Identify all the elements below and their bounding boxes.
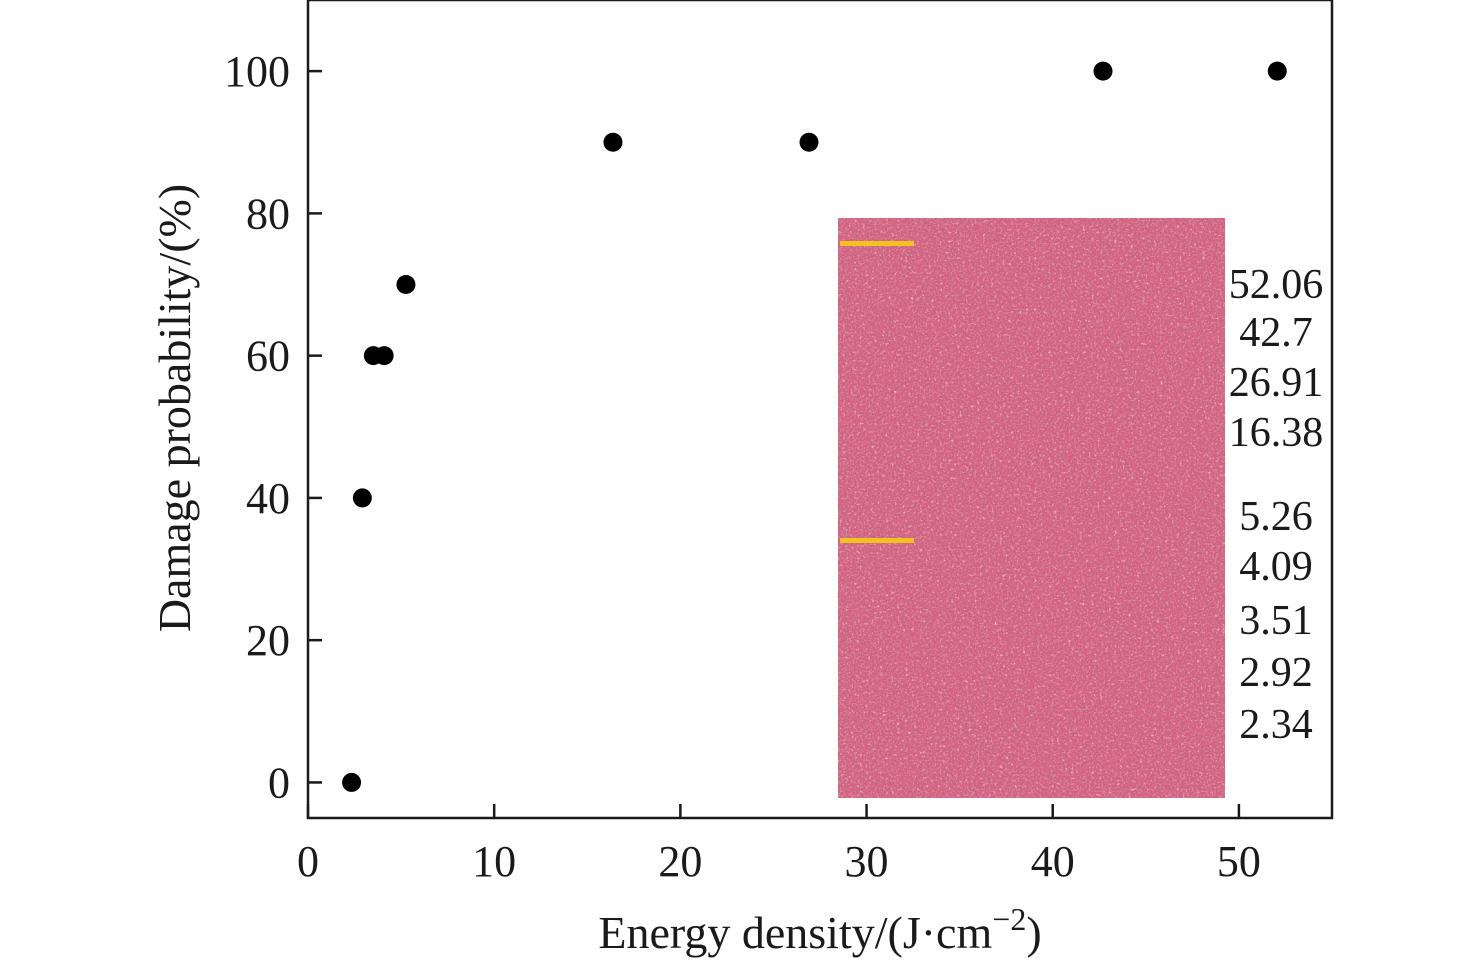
y-tick-label: 80 [246,189,290,238]
y-axis: 0 20 40 60 80 100 [224,47,322,807]
data-point [1267,61,1287,81]
data-points [342,61,1287,792]
y-tick-label: 20 [246,616,290,665]
plot-frame [306,0,1334,820]
y-tick-label: 0 [268,758,290,807]
inset-texture-light [838,218,1225,798]
inset-label: 4.09 [1239,544,1313,590]
data-point [603,132,623,152]
x-tick-label: 0 [297,837,319,886]
x-tick-label: 50 [1217,837,1261,886]
y-axis-label: Damage probability/(%) [149,184,200,632]
inset-marker-middle [840,538,914,543]
y-tick-label: 40 [246,474,290,523]
data-point [396,275,416,295]
x-axis-label: Energy density/(J·cm−2) [598,901,1041,958]
data-point [1093,61,1113,81]
x-tick-label: 30 [845,837,889,886]
x-axis-label-superscript: −2 [992,901,1026,937]
data-point [374,346,394,366]
y-tick-label: 100 [224,47,290,96]
x-axis: 0 10 20 30 40 50 [297,804,1261,886]
y-tick-label: 60 [246,332,290,381]
x-tick-label: 10 [472,837,516,886]
x-tick-label: 20 [658,837,702,886]
x-tick-label: 40 [1031,837,1075,886]
data-point [342,772,362,792]
inset-label: 5.26 [1239,494,1313,540]
x-axis-label-suffix: ) [1026,907,1041,958]
inset-label: 2.92 [1239,650,1313,696]
inset-label: 52.06 [1229,262,1324,308]
inset-label: 42.7 [1239,310,1313,356]
inset-label: 3.51 [1239,598,1313,644]
inset-label: 26.91 [1229,360,1324,406]
inset-marker-top [840,241,914,246]
inset-label: 2.34 [1239,702,1313,748]
data-point [352,488,372,508]
x-axis-label-main: Energy density/(J·cm [598,907,992,958]
inset-label: 16.38 [1229,410,1324,456]
data-point [799,132,819,152]
